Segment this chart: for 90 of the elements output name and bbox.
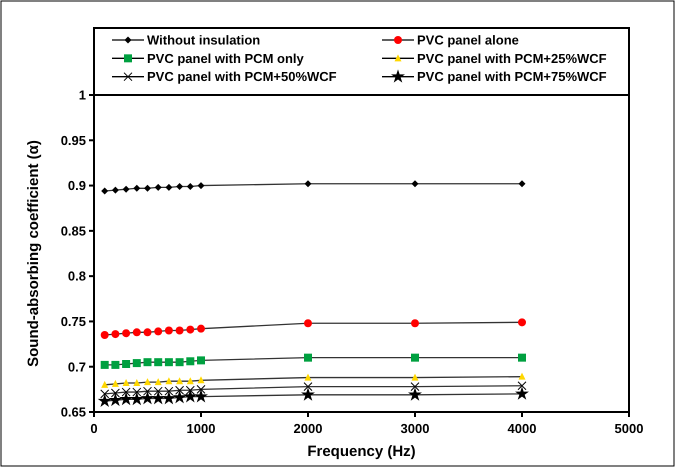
legend-label: PVC panel with PCM only (147, 50, 305, 66)
point (101, 380, 108, 388)
point (144, 358, 152, 366)
point (186, 182, 194, 190)
legend-label: PVC panel with PCM+75%WCF (417, 69, 607, 84)
point (133, 379, 140, 386)
point (130, 392, 144, 406)
point (518, 381, 526, 390)
point (197, 356, 205, 364)
point (304, 180, 312, 188)
y-tick-label: 0.65 (60, 404, 86, 420)
point (172, 390, 187, 404)
y-axis-title: Sound-absorbing coefficient (α) (25, 140, 42, 367)
y-tick-label: 0.75 (60, 314, 86, 329)
y-tick-label: 1 (78, 88, 86, 103)
point (132, 328, 141, 336)
point (304, 374, 312, 381)
point (198, 182, 204, 190)
point (518, 372, 526, 380)
point (518, 180, 526, 188)
point (122, 329, 130, 338)
point (515, 386, 529, 400)
y-tick-label: 0.8 (68, 268, 86, 284)
point (164, 326, 173, 334)
y-tick-label: 0.95 (60, 132, 86, 148)
point (140, 391, 154, 404)
point (108, 392, 122, 406)
point (176, 358, 184, 366)
point (304, 319, 312, 328)
point (194, 389, 208, 403)
point (111, 330, 120, 338)
point (165, 184, 172, 191)
point (132, 359, 141, 368)
point (197, 324, 205, 333)
legend-label: PVC panel alone (417, 32, 519, 48)
x-tick-label: 3000 (400, 421, 430, 436)
point (186, 326, 194, 334)
legend-label: PVC panel with PCM+25%WCF (417, 50, 607, 66)
point (412, 374, 418, 381)
point (151, 391, 166, 404)
point (112, 186, 119, 194)
point (176, 377, 184, 384)
point (144, 328, 152, 336)
point (186, 377, 194, 384)
point (101, 188, 108, 195)
point (154, 358, 162, 366)
y-tick-label: 0.85 (60, 223, 86, 238)
point (176, 326, 184, 334)
point (304, 354, 312, 362)
point (112, 380, 119, 387)
point (154, 327, 162, 336)
point (122, 379, 130, 386)
point (111, 360, 120, 369)
point (122, 186, 130, 193)
point (411, 354, 419, 362)
point (144, 378, 151, 386)
point (122, 360, 130, 368)
x-tick-label: 2000 (294, 421, 322, 436)
legend-label: PVC panel with PCM+50%WCF (147, 69, 337, 84)
point (164, 358, 173, 366)
y-tick-label: 0.7 (68, 359, 86, 374)
point (518, 354, 526, 362)
point (412, 180, 418, 188)
point (100, 331, 109, 340)
point (301, 387, 315, 401)
point (154, 378, 162, 386)
point (165, 377, 172, 384)
legend-label: Without insulation (147, 32, 260, 48)
point (154, 184, 162, 191)
x-tick-label: 4000 (508, 421, 536, 436)
point (410, 382, 420, 392)
point (304, 382, 312, 392)
point (133, 184, 140, 192)
x-tick-label: 1000 (186, 421, 216, 436)
point (183, 389, 198, 403)
point (176, 182, 184, 190)
point (408, 387, 422, 401)
point (162, 391, 176, 404)
x-tick-label: 5000 (614, 421, 644, 436)
point (198, 376, 204, 384)
y-tick-label: 0.9 (68, 178, 86, 194)
point (119, 392, 134, 406)
x-tick-label: 0 (90, 421, 98, 436)
point (411, 319, 419, 328)
point (144, 184, 151, 192)
point (186, 357, 194, 366)
point (518, 318, 526, 326)
point (100, 360, 109, 369)
x-axis-title: Frequency (Hz) (307, 443, 416, 460)
point (98, 394, 112, 408)
